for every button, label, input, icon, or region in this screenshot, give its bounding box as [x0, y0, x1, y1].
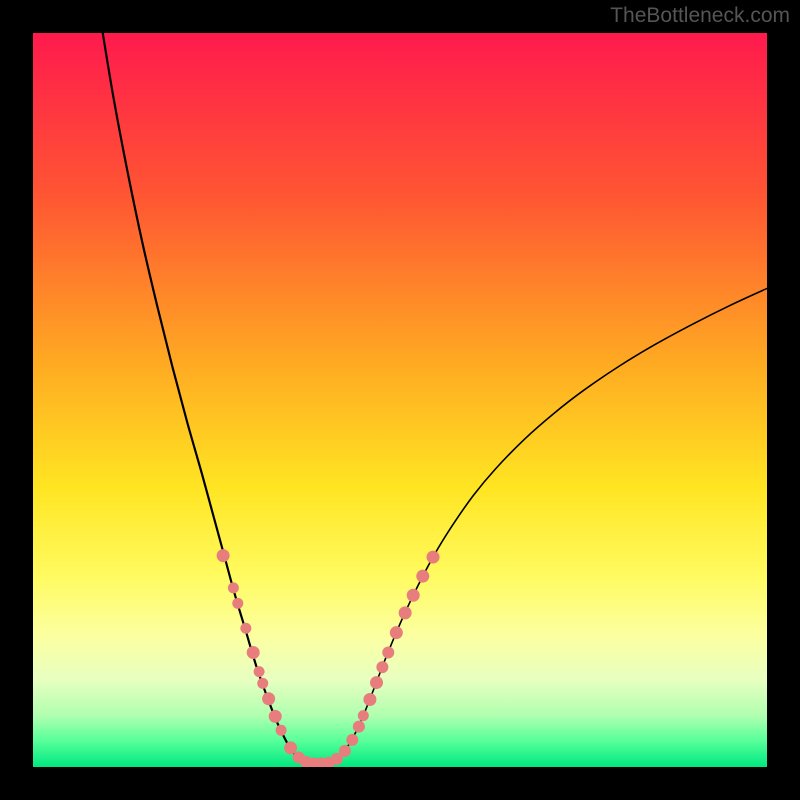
- marker-point: [247, 646, 260, 659]
- gradient-background: [33, 33, 767, 767]
- marker-point: [339, 745, 351, 757]
- marker-point: [262, 692, 275, 705]
- marker-point: [240, 623, 251, 634]
- marker-point: [254, 666, 265, 677]
- marker-point: [346, 734, 358, 746]
- marker-point: [217, 549, 230, 562]
- watermark-text: TheBottleneck.com: [610, 4, 790, 28]
- marker-point: [276, 725, 287, 736]
- marker-point: [269, 710, 282, 723]
- plot-svg: [0, 0, 800, 800]
- marker-point: [407, 589, 420, 602]
- marker-point: [382, 646, 394, 658]
- marker-point: [370, 676, 383, 689]
- marker-point: [376, 661, 388, 673]
- marker-point: [358, 710, 369, 721]
- marker-point: [416, 570, 429, 583]
- marker-point: [353, 721, 365, 733]
- marker-point: [284, 741, 297, 754]
- chart-root: { "source_watermark": "TheBottleneck.com…: [0, 0, 800, 800]
- marker-point: [257, 678, 268, 689]
- marker-point: [363, 693, 376, 706]
- marker-point: [228, 582, 239, 593]
- marker-point: [427, 551, 440, 564]
- marker-point: [390, 626, 403, 639]
- marker-point: [232, 598, 243, 609]
- marker-point: [399, 606, 412, 619]
